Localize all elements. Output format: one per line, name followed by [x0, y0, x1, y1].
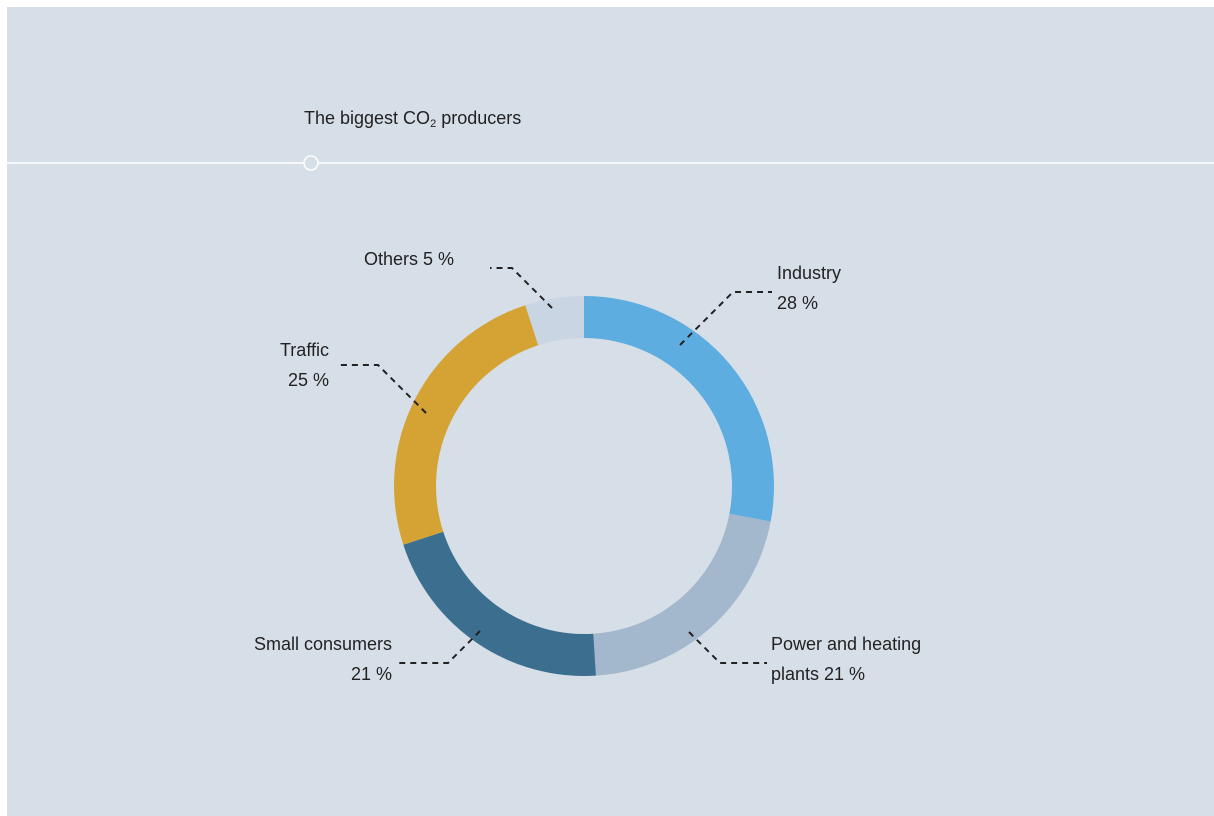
label-small-consumers-value: 21 %: [350, 664, 392, 684]
label-industry-value: 28 %: [777, 293, 819, 313]
label-traffic-name: Traffic: [279, 340, 329, 360]
label-traffic: Traffic 25 %: [280, 335, 329, 395]
label-power-name: Power and heating: [771, 634, 922, 654]
slice-others: [525, 296, 584, 346]
slice-power-and-heating-plants: [593, 513, 771, 676]
slice-small-consumers: [403, 531, 596, 676]
donut-slices: [393, 296, 774, 676]
label-traffic-value: 25 %: [287, 370, 329, 390]
slice-traffic: [393, 305, 539, 545]
leader-line-small-consumers: [398, 630, 481, 664]
chart-title: The biggest CO2 producers: [304, 108, 522, 130]
label-industry: Industry 28 %: [777, 258, 841, 318]
leader-lines: [340, 267, 772, 664]
label-small-consumers: Small consumers 21 %: [254, 629, 392, 689]
label-others: Others 5 %: [364, 244, 454, 274]
leader-line-others: [490, 267, 553, 309]
label-others-text: Others 5 %: [364, 249, 455, 269]
label-small-consumers-name: Small consumers: [253, 634, 392, 654]
chart-panel: [7, 7, 1214, 816]
label-power-value: plants 21 %: [771, 664, 866, 684]
leader-line-power: [688, 631, 767, 664]
slice-industry: [584, 296, 774, 522]
label-industry-name: Industry: [777, 263, 842, 283]
leader-line-traffic: [340, 364, 427, 414]
divider-circle-marker: [303, 155, 319, 171]
label-power: Power and heating plants 21 %: [771, 629, 921, 689]
leader-line-industry: [679, 291, 772, 346]
